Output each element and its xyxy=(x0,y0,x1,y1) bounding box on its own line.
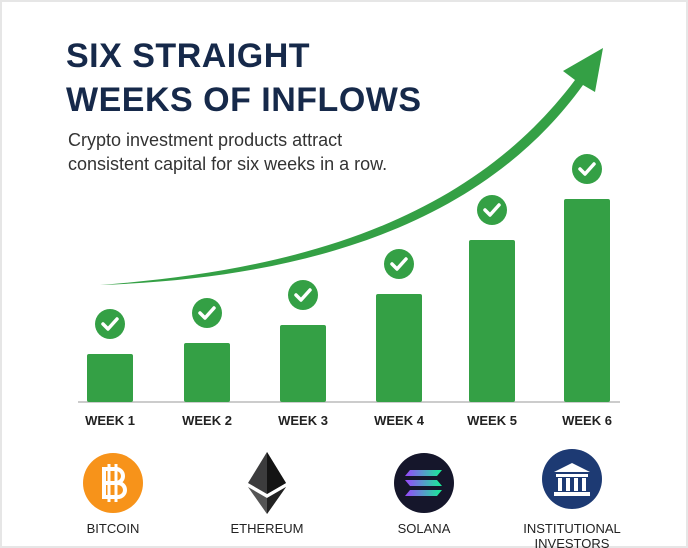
check-badge xyxy=(477,195,507,225)
check-badge xyxy=(95,309,125,339)
check-mark xyxy=(101,317,119,331)
institution-logo xyxy=(542,449,602,509)
x-tick-label: WEEK 3 xyxy=(278,413,328,428)
bar xyxy=(87,354,133,402)
bar xyxy=(469,240,515,402)
check-badge xyxy=(384,249,414,279)
x-tick-label: WEEK 2 xyxy=(182,413,232,428)
x-tick-label: WEEK 4 xyxy=(374,413,425,428)
bar xyxy=(564,199,610,402)
bitcoin-logo xyxy=(83,453,143,513)
check-mark xyxy=(198,306,216,320)
chart-subtitle: Crypto investment products attract consi… xyxy=(68,130,388,174)
logo-label: INSTITUTIONAL INVESTORS xyxy=(523,521,621,548)
x-tick-label: WEEK 5 xyxy=(467,413,517,428)
logo-label: BITCOIN xyxy=(86,521,140,536)
check-mark xyxy=(390,257,408,271)
check-mark xyxy=(578,162,596,176)
check-badge xyxy=(572,154,602,184)
check-badge xyxy=(192,298,222,328)
check-mark xyxy=(483,203,501,217)
ethereum-logo xyxy=(248,452,286,514)
check-mark xyxy=(294,288,312,302)
logo-label: ETHEREUM xyxy=(230,521,304,536)
bar xyxy=(376,294,422,402)
solana-logo xyxy=(394,453,454,513)
check-badge xyxy=(288,280,318,310)
logo-label: SOLANA xyxy=(397,521,451,536)
growth-arrow xyxy=(100,48,603,285)
x-tick-label: WEEK 1 xyxy=(85,413,135,428)
bar xyxy=(280,325,326,402)
bar xyxy=(184,343,230,402)
x-tick-label: WEEK 6 xyxy=(562,413,612,428)
chart-title: SIX STRAIGHT WEEKS OF INFLOWS xyxy=(66,37,422,119)
